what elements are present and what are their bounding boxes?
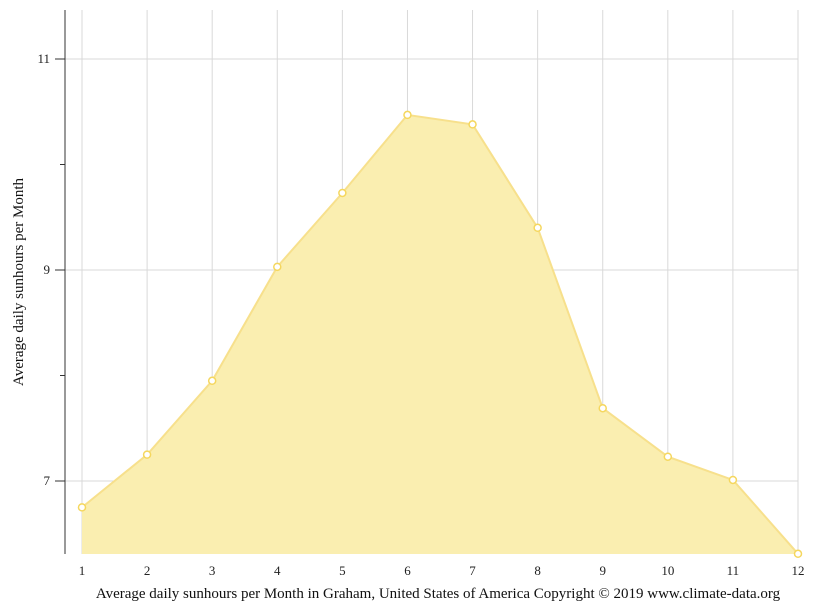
data-point[interactable] (598, 403, 607, 413)
x-axis-ticks: 1 2 3 4 5 6 7 8 9 10 11 12 (79, 563, 805, 578)
data-point[interactable] (207, 376, 217, 386)
data-point[interactable] (663, 452, 673, 461)
x-tick-label: 4 (274, 563, 281, 578)
x-tick-label: 2 (144, 563, 151, 578)
y-tick-label: 7 (44, 473, 51, 488)
x-tick-label: 1 (79, 563, 86, 578)
data-point[interactable] (533, 223, 542, 233)
data-point[interactable] (793, 549, 803, 559)
y-axis-ticks: 7 9 11 (37, 51, 65, 488)
y-axis-title: Average daily sunhours per Month (11, 178, 27, 387)
data-point[interactable] (77, 503, 87, 512)
x-tick-label: 3 (209, 563, 216, 578)
data-point[interactable] (142, 450, 152, 459)
data-point[interactable] (468, 120, 477, 129)
y-tick-label: 11 (37, 51, 50, 66)
x-tick-label: 9 (599, 563, 606, 578)
sunhours-line (81, 113, 799, 555)
x-tick-label: 10 (661, 563, 674, 578)
data-point[interactable] (728, 475, 738, 485)
data-point[interactable] (338, 188, 347, 198)
data-point[interactable] (273, 262, 282, 272)
x-tick-label: 11 (727, 563, 740, 578)
x-tick-label: 12 (792, 563, 805, 578)
x-tick-label: 5 (339, 563, 346, 578)
chart-caption: Average daily sunhours per Month in Grah… (96, 586, 781, 602)
data-markers (77, 110, 803, 559)
x-tick-label: 8 (534, 563, 541, 578)
y-tick-label: 9 (44, 262, 51, 277)
sunhours-area (82, 114, 798, 554)
x-tick-label: 7 (469, 563, 476, 578)
data-point[interactable] (403, 110, 412, 120)
x-tick-label: 6 (404, 563, 411, 578)
